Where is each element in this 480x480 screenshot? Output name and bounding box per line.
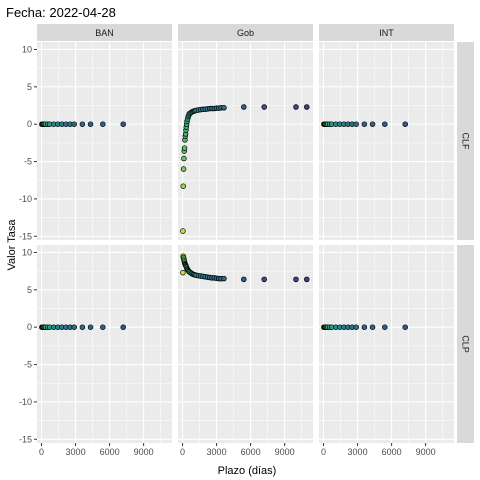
data-point (72, 122, 77, 127)
data-point (182, 146, 187, 151)
data-point (354, 325, 359, 330)
data-point (304, 105, 309, 110)
y-tick-label: -5 (24, 360, 32, 370)
y-tick-label: -15 (19, 434, 32, 444)
data-point (182, 156, 187, 161)
facet-strip-label: BAN (95, 28, 114, 38)
y-tick-label: -10 (19, 194, 32, 204)
data-point (222, 276, 227, 281)
panel-background (319, 42, 454, 240)
data-point (121, 122, 126, 127)
data-point (241, 277, 246, 282)
y-axis-title: Valor Tasa (6, 219, 18, 271)
data-point (294, 277, 299, 282)
panel-background (37, 245, 172, 443)
data-point (100, 325, 105, 330)
data-point (370, 325, 375, 330)
data-point (121, 325, 126, 330)
data-point (382, 325, 387, 330)
data-point (262, 105, 267, 110)
data-point (180, 229, 185, 234)
panel-background (319, 245, 454, 443)
data-point (241, 105, 246, 110)
data-point (354, 122, 359, 127)
y-tick-label: 0 (27, 119, 32, 129)
data-point (72, 325, 77, 330)
y-tick-label: 0 (27, 322, 32, 332)
panel-int-clp (319, 245, 454, 443)
x-tick-label: 9000 (416, 447, 436, 457)
panel-int-clf (319, 42, 454, 240)
data-point (88, 325, 93, 330)
data-point (362, 325, 367, 330)
facet-strip-label: CLF (461, 132, 471, 150)
x-tick-label: 3000 (348, 447, 368, 457)
data-point (403, 122, 408, 127)
x-tick-label: 6000 (241, 447, 261, 457)
data-point (370, 122, 375, 127)
x-tick-label: 3000 (207, 447, 227, 457)
x-axis-title: Plazo (días) (218, 465, 277, 477)
data-point (181, 167, 186, 172)
panel-ban-clf (37, 42, 172, 240)
chart-title: Fecha: 2022-04-28 (6, 5, 116, 20)
facet-strip-label: Gob (237, 28, 254, 38)
data-point (88, 122, 93, 127)
data-point (181, 184, 186, 189)
y-tick-label: -15 (19, 231, 32, 241)
data-point (382, 122, 387, 127)
data-point (294, 105, 299, 110)
panel-ban-clp (37, 245, 172, 443)
y-tick-label: 10 (22, 44, 32, 54)
data-point (403, 325, 408, 330)
y-tick-label: -5 (24, 157, 32, 167)
x-tick-label: 9000 (275, 447, 295, 457)
data-point (100, 122, 105, 127)
x-tick-label: 9000 (134, 447, 154, 457)
y-tick-label: 10 (22, 247, 32, 257)
data-point (80, 122, 85, 127)
x-tick-label: 3000 (66, 447, 86, 457)
panel-gob-clf (178, 42, 313, 240)
x-tick-label: 6000 (100, 447, 120, 457)
facet-strip-label: CLP (461, 335, 471, 353)
data-point (304, 277, 309, 282)
panel-background (37, 42, 172, 240)
x-tick-label: 0 (321, 447, 326, 457)
y-tick-label: 5 (27, 82, 32, 92)
y-tick-label: 5 (27, 285, 32, 295)
facet-strip-label: INT (379, 28, 394, 38)
data-point (180, 270, 185, 275)
data-point (262, 277, 267, 282)
data-point (222, 105, 227, 110)
y-tick-label: -10 (19, 397, 32, 407)
x-tick-label: 0 (180, 447, 185, 457)
x-tick-label: 6000 (382, 447, 402, 457)
data-point (362, 122, 367, 127)
panel-background (178, 42, 313, 240)
data-point (80, 325, 85, 330)
x-tick-label: 0 (39, 447, 44, 457)
